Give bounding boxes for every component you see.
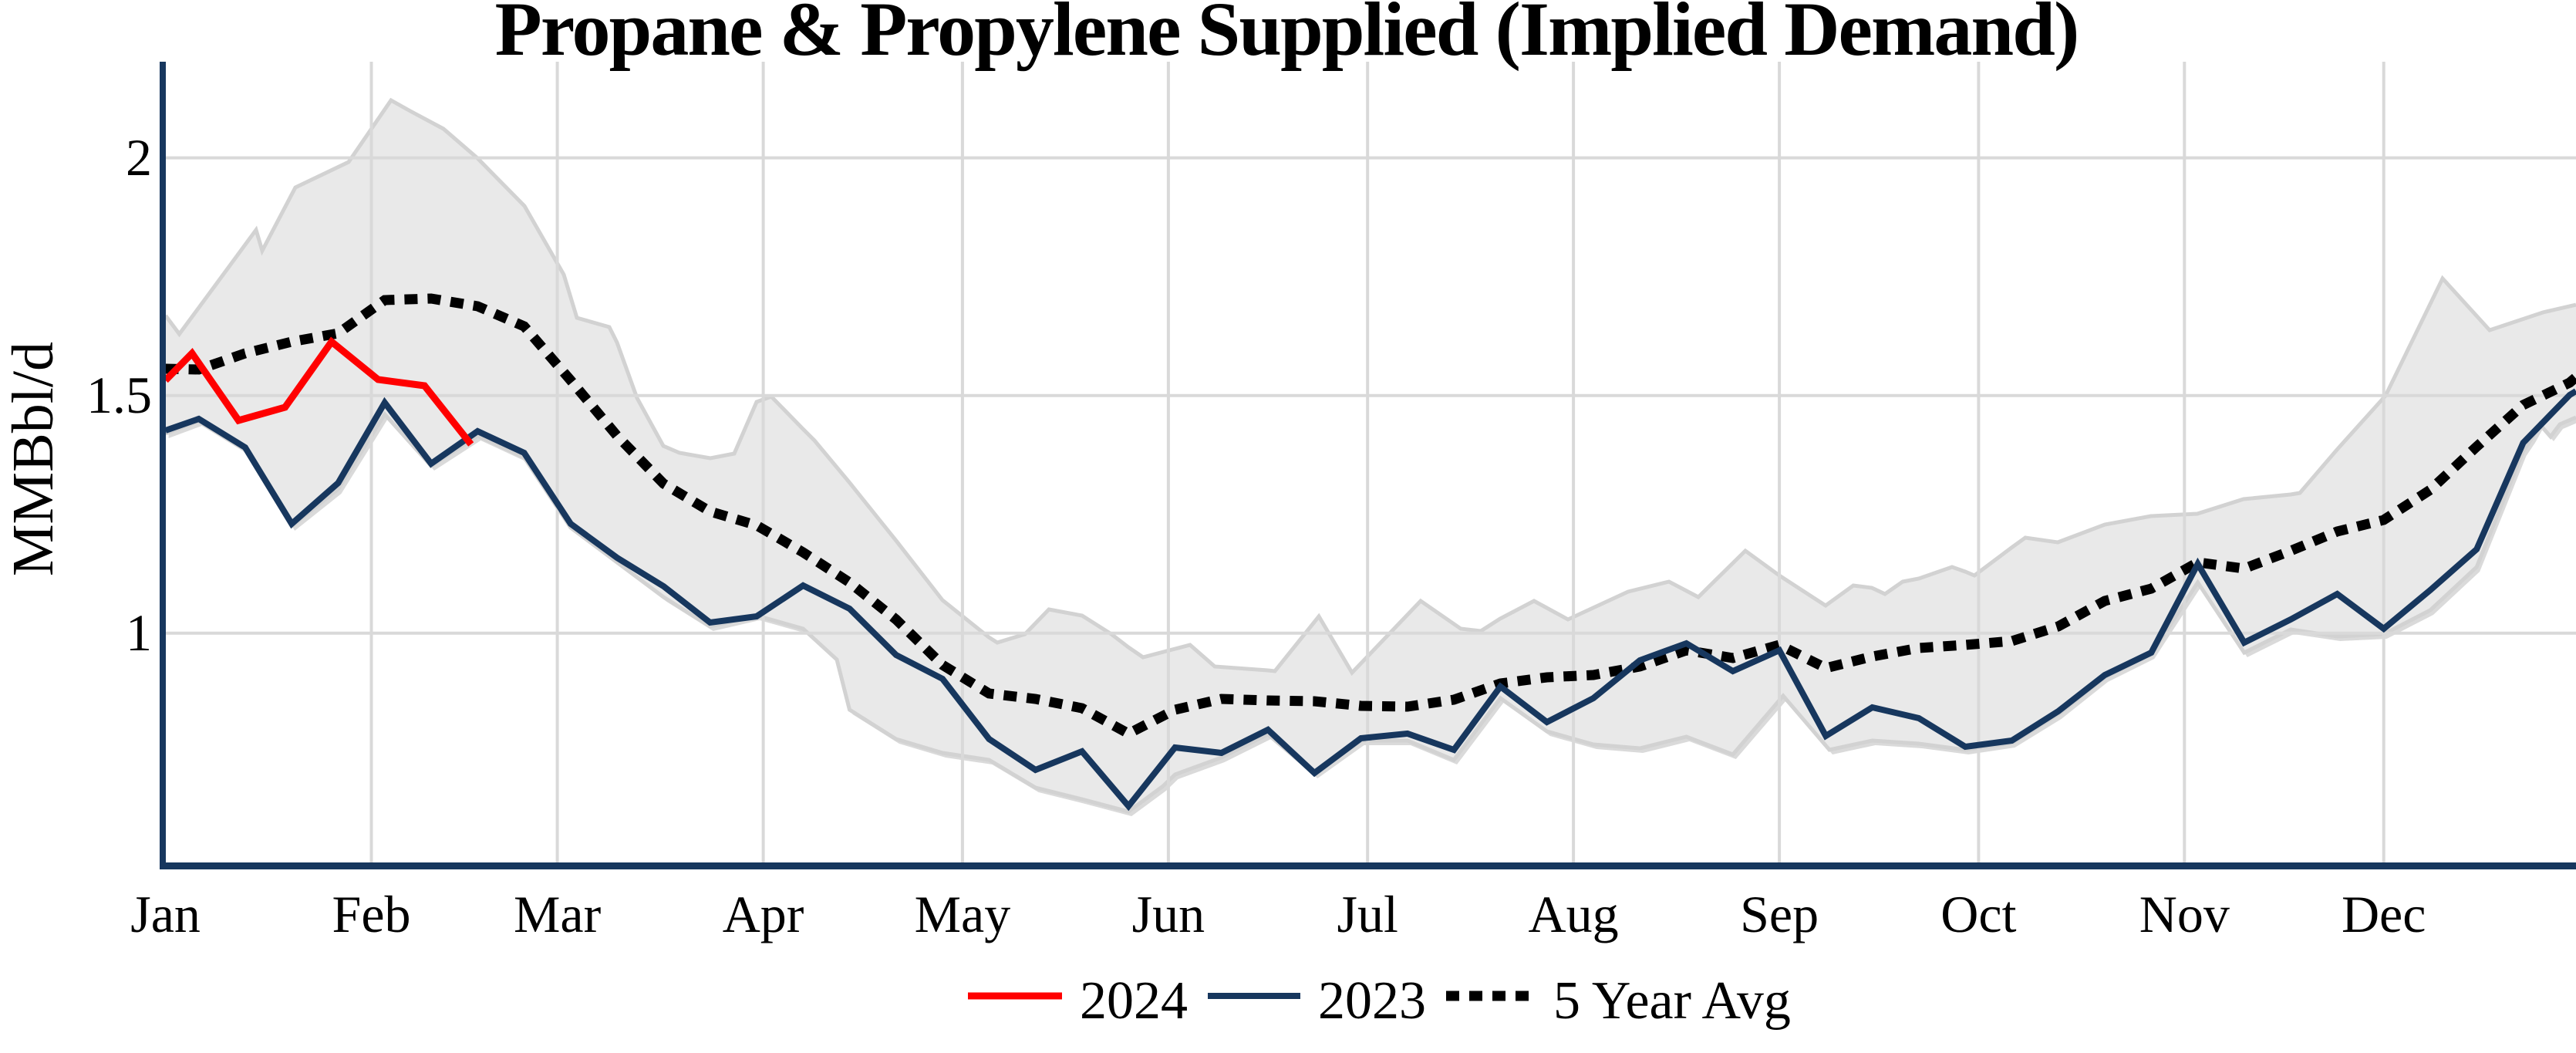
- svg-text:Oct: Oct: [1940, 885, 2016, 943]
- svg-text:Nov: Nov: [2139, 885, 2230, 943]
- svg-text:Jan: Jan: [130, 885, 201, 943]
- svg-text:Jun: Jun: [1132, 885, 1205, 943]
- svg-text:Apr: Apr: [723, 885, 804, 943]
- svg-text:5 Year Avg: 5 Year Avg: [1553, 971, 1791, 1031]
- svg-text:Feb: Feb: [332, 885, 411, 943]
- svg-text:Dec: Dec: [2342, 885, 2426, 943]
- svg-text:Propane & Propylene Supplied (: Propane & Propylene Supplied (Implied De…: [495, 0, 2079, 72]
- svg-text:Sep: Sep: [1740, 885, 1819, 943]
- svg-text:MMBbl/d: MMBbl/d: [1, 342, 66, 576]
- svg-text:2023: 2023: [1318, 971, 1426, 1031]
- svg-text:2024: 2024: [1080, 971, 1188, 1031]
- svg-text:May: May: [915, 885, 1011, 943]
- svg-text:2: 2: [126, 128, 152, 187]
- svg-text:Mar: Mar: [514, 885, 602, 943]
- svg-text:Aug: Aug: [1529, 885, 1619, 943]
- svg-text:Jul: Jul: [1337, 885, 1398, 943]
- svg-text:1.5: 1.5: [86, 366, 152, 424]
- svg-text:1: 1: [126, 603, 152, 662]
